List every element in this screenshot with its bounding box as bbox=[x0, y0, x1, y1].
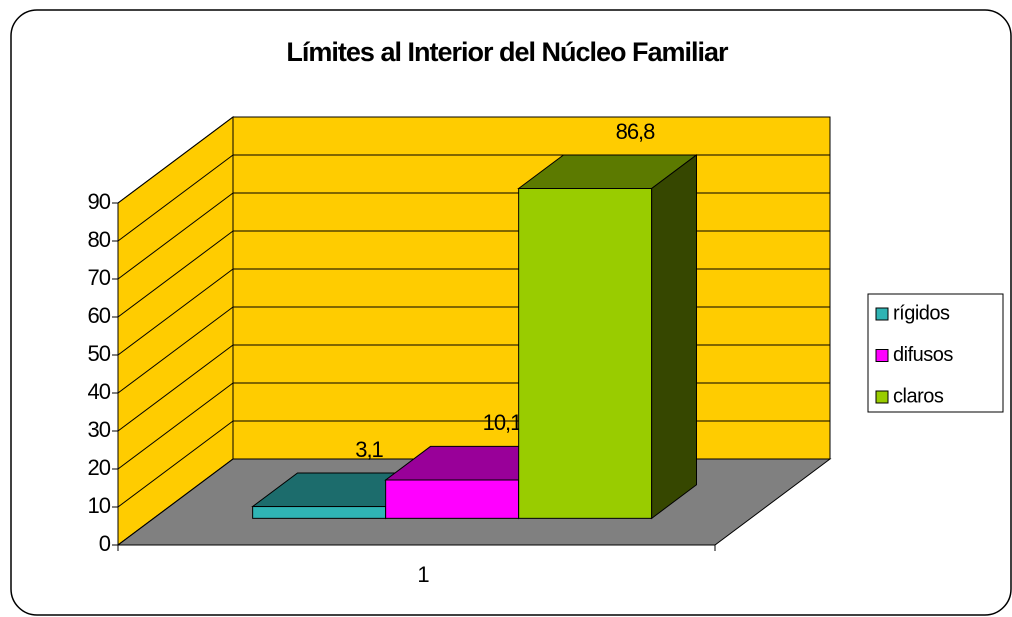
y-tick-label: 50 bbox=[88, 341, 111, 366]
legend-label: difusos bbox=[893, 344, 953, 366]
grid-line bbox=[117, 344, 234, 432]
grid-line bbox=[117, 420, 234, 508]
legend-swatch bbox=[875, 390, 889, 404]
y-tick-label: 30 bbox=[88, 417, 111, 442]
y-tick-label: 0 bbox=[99, 531, 111, 556]
grid-line bbox=[117, 268, 234, 356]
chart-title: Límites al Interior del Núcleo Familiar bbox=[286, 37, 729, 67]
bar-side bbox=[651, 153, 697, 520]
y-tick-label: 40 bbox=[88, 379, 111, 404]
y-tick-label: 10 bbox=[88, 493, 111, 518]
value-label: 3,1 bbox=[355, 437, 383, 462]
y-tick-label: 80 bbox=[88, 227, 111, 252]
y-tick-label: 70 bbox=[88, 265, 111, 290]
legend-box bbox=[867, 293, 1004, 413]
grid-line bbox=[117, 192, 234, 280]
bar-front bbox=[518, 188, 653, 519]
value-label: 10,1 bbox=[483, 410, 523, 435]
grid-line bbox=[117, 458, 234, 546]
y-tick-label: 20 bbox=[88, 455, 111, 480]
y-tick-label: 90 bbox=[88, 189, 111, 214]
grid-line bbox=[117, 154, 234, 242]
x-tick-label: 1 bbox=[417, 562, 429, 587]
value-label: 86,8 bbox=[616, 119, 656, 144]
bar-front bbox=[252, 506, 387, 519]
bar-front bbox=[385, 479, 520, 519]
y-tick-label: 60 bbox=[88, 303, 111, 328]
legend-swatch bbox=[875, 349, 889, 362]
grid-line bbox=[117, 230, 234, 318]
grid-line bbox=[117, 116, 234, 204]
legend-swatch bbox=[875, 307, 889, 321]
legend-label: claros bbox=[893, 385, 944, 407]
legend-label: rígidos bbox=[893, 302, 950, 324]
grid-line bbox=[117, 382, 234, 470]
grid-line bbox=[117, 306, 234, 394]
